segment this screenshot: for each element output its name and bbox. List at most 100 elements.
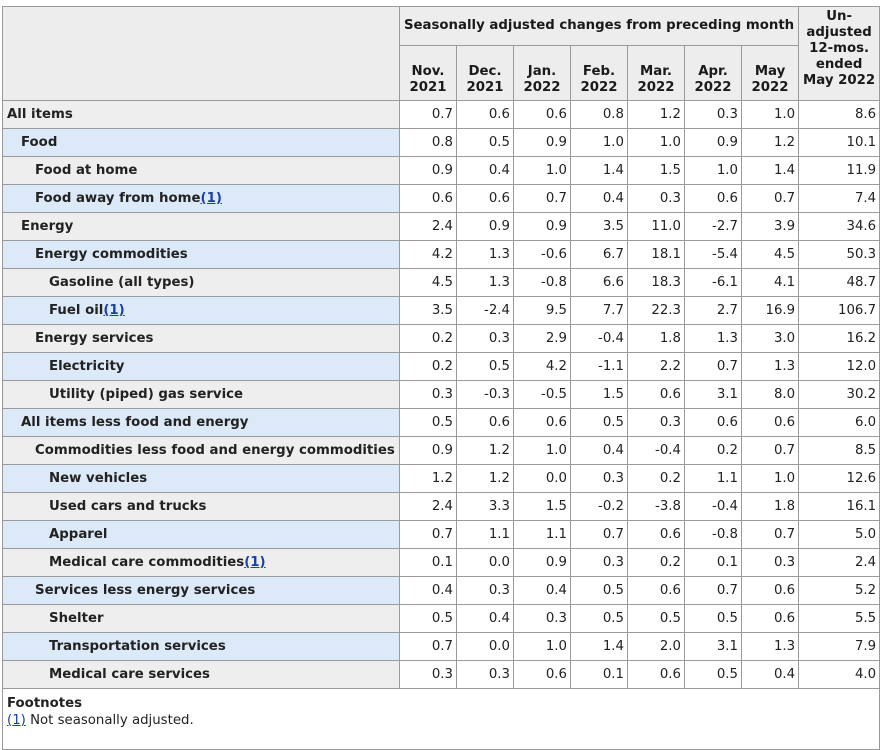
table-row: Food away from home(1) 0.6 0.6 0.7 0.4 0.3 0.6… — [2, 184, 881, 213]
row-label-cell: All items — [2, 100, 400, 129]
row-label-cell: Shelter — [2, 604, 400, 633]
month-value-cell: 0.7 — [399, 632, 457, 661]
row-label: All items less food and energy — [21, 415, 249, 430]
row-label-cell: Electricity — [2, 352, 400, 381]
month-value-cell: -0.8 — [684, 520, 742, 549]
month-value-cell: 0.8 — [570, 100, 628, 129]
month-value-cell: -2.4 — [456, 296, 514, 325]
month-value-cell: 1.2 — [740, 128, 800, 157]
month-value-cell: 16.9 — [740, 296, 800, 325]
month-value-cell: 1.0 — [513, 632, 571, 661]
month-value-cell: 0.7 — [684, 352, 742, 381]
unadjusted-value-cell: 12.6 — [798, 464, 881, 493]
unadjusted-value-cell: 6.0 — [798, 408, 881, 437]
month-value-cell: 3.0 — [740, 324, 800, 353]
month-year: 2022 — [637, 80, 675, 95]
row-label: Shelter — [49, 611, 104, 626]
month-value-cell: 0.7 — [740, 184, 800, 213]
month-value-cell: 0.2 — [627, 464, 685, 493]
row-label: Services less energy services — [35, 583, 256, 598]
table-row: Medical care services 0.3 0.3 0.6 0.1 0.6 0.5 0… — [2, 660, 881, 689]
month-value-cell: 0.5 — [627, 604, 685, 633]
month-value-cell: 3.1 — [684, 380, 742, 409]
month-value-cell: 1.1 — [513, 520, 571, 549]
month-year: 2022 — [523, 80, 561, 95]
month-value-cell: 3.9 — [740, 212, 800, 241]
month-value-cell: 0.4 — [513, 576, 571, 605]
unadjusted-value-cell: 4.0 — [798, 660, 881, 689]
month-value-cell: 1.0 — [513, 156, 571, 185]
month-value-cell: 0.6 — [513, 100, 571, 129]
month-value-cell: 0.9 — [684, 128, 742, 157]
month-value-cell: 1.3 — [684, 324, 742, 353]
unadjusted-value-cell: 12.0 — [798, 352, 881, 381]
month-value-cell: 0.6 — [627, 520, 685, 549]
month-value-cell: -0.8 — [513, 268, 571, 297]
seasonally-adjusted-header: Seasonally adjusted changes from precedi… — [398, 6, 800, 46]
month-value-cell: 0.7 — [684, 576, 742, 605]
month-value-cell: 0.6 — [456, 184, 514, 213]
row-label: New vehicles — [49, 471, 148, 486]
month-value-cell: 1.3 — [456, 268, 514, 297]
row-label: Medical care commodities — [49, 555, 245, 570]
footnote-item: (1) Not seasonally adjusted. — [7, 712, 875, 730]
month-header: Nov. 2021 — [399, 45, 457, 101]
row-label: Food — [21, 135, 58, 150]
footnote-text: Not seasonally adjusted. — [25, 713, 194, 728]
month-value-cell: 0.6 — [456, 408, 514, 437]
unadjusted-header-line: ended — [815, 57, 863, 72]
month-value-cell: 0.6 — [627, 576, 685, 605]
month-value-cell: 18.3 — [627, 268, 685, 297]
row-label-cell: Food — [2, 128, 400, 157]
month-value-cell: -6.1 — [684, 268, 742, 297]
month-value-cell: 0.5 — [399, 604, 457, 633]
table-row: All items less food and energy 0.5 0.6 0.6 0… — [2, 408, 881, 437]
table-body: All items 0.7 0.6 0.6 0.8 1.2 0.3 1.0 8.6 Food 0.8… — [2, 100, 881, 689]
header-row-group: Seasonally adjusted changes from precedi… — [2, 6, 881, 101]
unadjusted-value-cell: 8.5 — [798, 436, 881, 465]
unadjusted-header-line: 12-mos. — [809, 41, 870, 56]
month-value-cell: 1.0 — [513, 436, 571, 465]
month-value-cell: 0.9 — [513, 128, 571, 157]
row-label-cell: Medical care commodities(1) — [2, 548, 400, 577]
row-label: Energy commodities — [35, 247, 188, 262]
footnote-link[interactable]: (1) — [244, 555, 266, 570]
row-label-cell: Energy services — [2, 324, 400, 353]
month-value-cell: 0.4 — [399, 576, 457, 605]
month-header: May 2022 — [740, 45, 800, 101]
footnote-marker-link[interactable]: (1) — [7, 713, 26, 728]
table-row: Electricity 0.2 0.5 4.2 -1.1 2.2 0.7 1.3 12.0 — [2, 352, 881, 381]
unadjusted-value-cell: 2.4 — [798, 548, 881, 577]
month-value-cell: 0.3 — [684, 100, 742, 129]
footnotes-cell: Footnotes (1) Not seasonally adjusted. — [1, 688, 881, 750]
footnotes-title: Footnotes — [7, 696, 83, 711]
month-year: 2021 — [409, 80, 447, 95]
month-value-cell: 1.3 — [456, 240, 514, 269]
month-value-cell: 0.5 — [399, 408, 457, 437]
table-row: Gasoline (all types) 4.5 1.3 -0.8 6.6 18.3 -6.… — [2, 268, 881, 297]
month-value-cell: 0.5 — [570, 576, 628, 605]
month-value-cell: 0.8 — [399, 128, 457, 157]
month-value-cell: 0.5 — [456, 128, 514, 157]
month-value-cell: 0.3 — [627, 184, 685, 213]
table-row: Energy 2.4 0.9 0.9 3.5 11.0 -2.7 3.9 34.6 — [2, 212, 881, 241]
row-label: Used cars and trucks — [49, 499, 207, 514]
month-value-cell: -0.4 — [684, 492, 742, 521]
row-label: Utility (piped) gas service — [49, 387, 244, 402]
month-value-cell: -0.4 — [570, 324, 628, 353]
unadjusted-value-cell: 5.5 — [798, 604, 881, 633]
month-value-cell: 0.9 — [399, 436, 457, 465]
month-value-cell: 3.5 — [399, 296, 457, 325]
month-value-cell: 0.5 — [570, 408, 628, 437]
month-value-cell: 0.6 — [627, 660, 685, 689]
row-label: Commodities less food and energy commodi… — [35, 443, 395, 458]
row-label: Food at home — [35, 163, 138, 178]
table-row: Energy services 0.2 0.3 2.9 -0.4 1.8 1.3 3.0 16.… — [2, 324, 881, 353]
month-year: 2021 — [466, 80, 504, 95]
row-label: Energy services — [35, 331, 154, 346]
month-value-cell: 0.4 — [570, 184, 628, 213]
month-value-cell: 0.7 — [513, 184, 571, 213]
month-header: Mar. 2022 — [627, 45, 685, 101]
footnote-link[interactable]: (1) — [200, 191, 222, 206]
footnote-link[interactable]: (1) — [103, 303, 125, 318]
